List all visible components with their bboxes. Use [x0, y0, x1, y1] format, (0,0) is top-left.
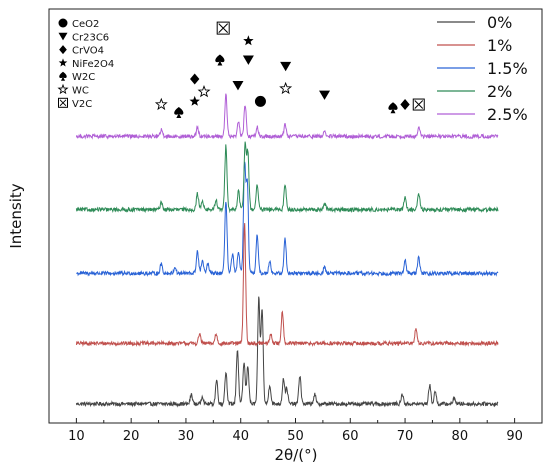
- legend-label-3: 2%: [487, 82, 512, 101]
- phase-legend-label: CeO2: [72, 19, 99, 30]
- phase-marker-star: [189, 95, 200, 106]
- series-line-4: [75, 93, 499, 140]
- x-tick-label: 70: [397, 429, 414, 444]
- phase-marker-triangle-down: [280, 61, 292, 72]
- series-line-0: [75, 296, 499, 408]
- series-group: [75, 93, 499, 408]
- x-tick-label: 20: [123, 429, 140, 444]
- phase-legend-symbol-spade: [59, 71, 67, 81]
- legend-label-2: 1.5%: [487, 59, 528, 78]
- phase-marker-star-open: [279, 81, 293, 95]
- phase-legend-label: CrVO4: [72, 46, 104, 57]
- phase-marker-triangle-down: [242, 55, 254, 65]
- phase-marker-boxed-x: [412, 98, 425, 111]
- phase-legend-label: V2C: [72, 99, 92, 110]
- y-axis-label: Intensity: [7, 183, 25, 248]
- phase-legend-symbol-triangle-down: [58, 32, 68, 41]
- x-tick-label: 10: [68, 429, 85, 444]
- series-legend: 0% 1% 1.5% 2% 2.5%: [437, 13, 528, 124]
- legend-label-0: 0%: [487, 13, 512, 32]
- phase-marker-diamond: [400, 99, 410, 111]
- legend-label-4: 2.5%: [487, 105, 528, 124]
- phase-marker-diamond: [190, 73, 200, 85]
- series-line-1: [75, 223, 499, 348]
- series-line-2: [76, 161, 499, 278]
- phase-legend-label: W2C: [72, 72, 95, 83]
- x-axis: 10 20 30 40 50 60 70 80 90: [68, 418, 523, 444]
- phase-legend-symbol-diamond: [59, 45, 67, 55]
- x-tick-label: 30: [178, 429, 195, 444]
- phase-marker-triangle-down: [319, 90, 331, 100]
- phase-legend: CeO2 Cr23C6 CrVO4 NiFe2O4 W2C WC V2C: [57, 18, 114, 110]
- series-line-3: [75, 141, 499, 214]
- phase-marker-spade: [388, 102, 398, 114]
- plot-frame: [48, 8, 543, 424]
- x-tick-label: 60: [342, 429, 359, 444]
- phase-legend-label: WC: [72, 86, 89, 97]
- phase-legend-label: NiFe2O4: [72, 59, 114, 70]
- x-tick-label: 80: [452, 429, 469, 444]
- phase-marker-star: [243, 35, 254, 46]
- phase-legend-symbol-star: [58, 58, 68, 67]
- x-tick-label: 40: [232, 429, 249, 444]
- phase-marker-star-open: [154, 97, 168, 111]
- phase-marker-star-open: [197, 85, 211, 98]
- phase-legend-symbol-boxed-x: [58, 97, 68, 108]
- legend-label-1: 1%: [487, 36, 512, 55]
- phase-marker-spade: [215, 54, 225, 66]
- x-axis-label: 2θ/(°): [275, 446, 318, 464]
- phase-marker-boxed-x: [216, 21, 230, 35]
- x-tick-label: 90: [506, 429, 523, 444]
- phase-marker-circle: [254, 95, 266, 107]
- phase-legend-symbol-circle: [58, 18, 68, 28]
- x-tick-label: 50: [287, 429, 304, 444]
- phase-marker-spade: [174, 107, 184, 118]
- phase-marker-triangle-down: [232, 81, 244, 91]
- phase-markers: [154, 21, 425, 118]
- phase-legend-symbol-star-open: [57, 83, 69, 95]
- phase-legend-label: Cr23C6: [72, 32, 109, 43]
